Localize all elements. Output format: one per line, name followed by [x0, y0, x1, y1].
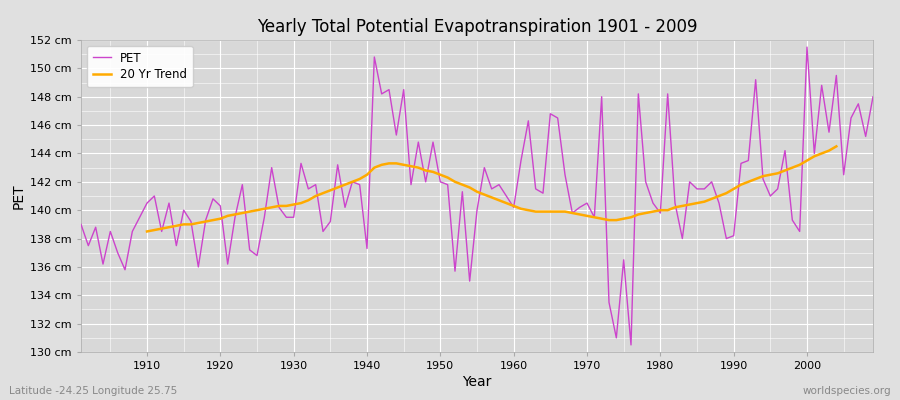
20 Yr Trend: [626, 215, 636, 220]
Y-axis label: PET: PET: [12, 183, 26, 209]
Text: worldspecies.org: worldspecies.org: [803, 386, 891, 396]
PET: [626, 342, 636, 347]
PET: [597, 94, 608, 99]
20 Yr Trend: [611, 218, 622, 222]
PET: [508, 205, 519, 210]
20 Yr Trend: [648, 209, 659, 214]
20 Yr Trend: [171, 223, 182, 228]
Title: Yearly Total Potential Evapotranspiration 1901 - 2009: Yearly Total Potential Evapotranspiratio…: [256, 18, 698, 36]
20 Yr Trend: [266, 205, 277, 210]
PET: [339, 205, 350, 210]
X-axis label: Year: Year: [463, 375, 491, 389]
Line: PET: PET: [81, 47, 873, 345]
PET: [802, 45, 813, 50]
20 Yr Trend: [655, 208, 666, 212]
PET: [76, 222, 86, 227]
Line: 20 Yr Trend: 20 Yr Trend: [147, 146, 836, 232]
Text: Latitude -24.25 Longitude 25.75: Latitude -24.25 Longitude 25.75: [9, 386, 177, 396]
PET: [134, 215, 145, 220]
PET: [501, 194, 512, 198]
20 Yr Trend: [831, 144, 842, 149]
PET: [295, 161, 306, 166]
20 Yr Trend: [141, 229, 152, 234]
Legend: PET, 20 Yr Trend: PET, 20 Yr Trend: [87, 46, 193, 87]
PET: [868, 94, 878, 99]
